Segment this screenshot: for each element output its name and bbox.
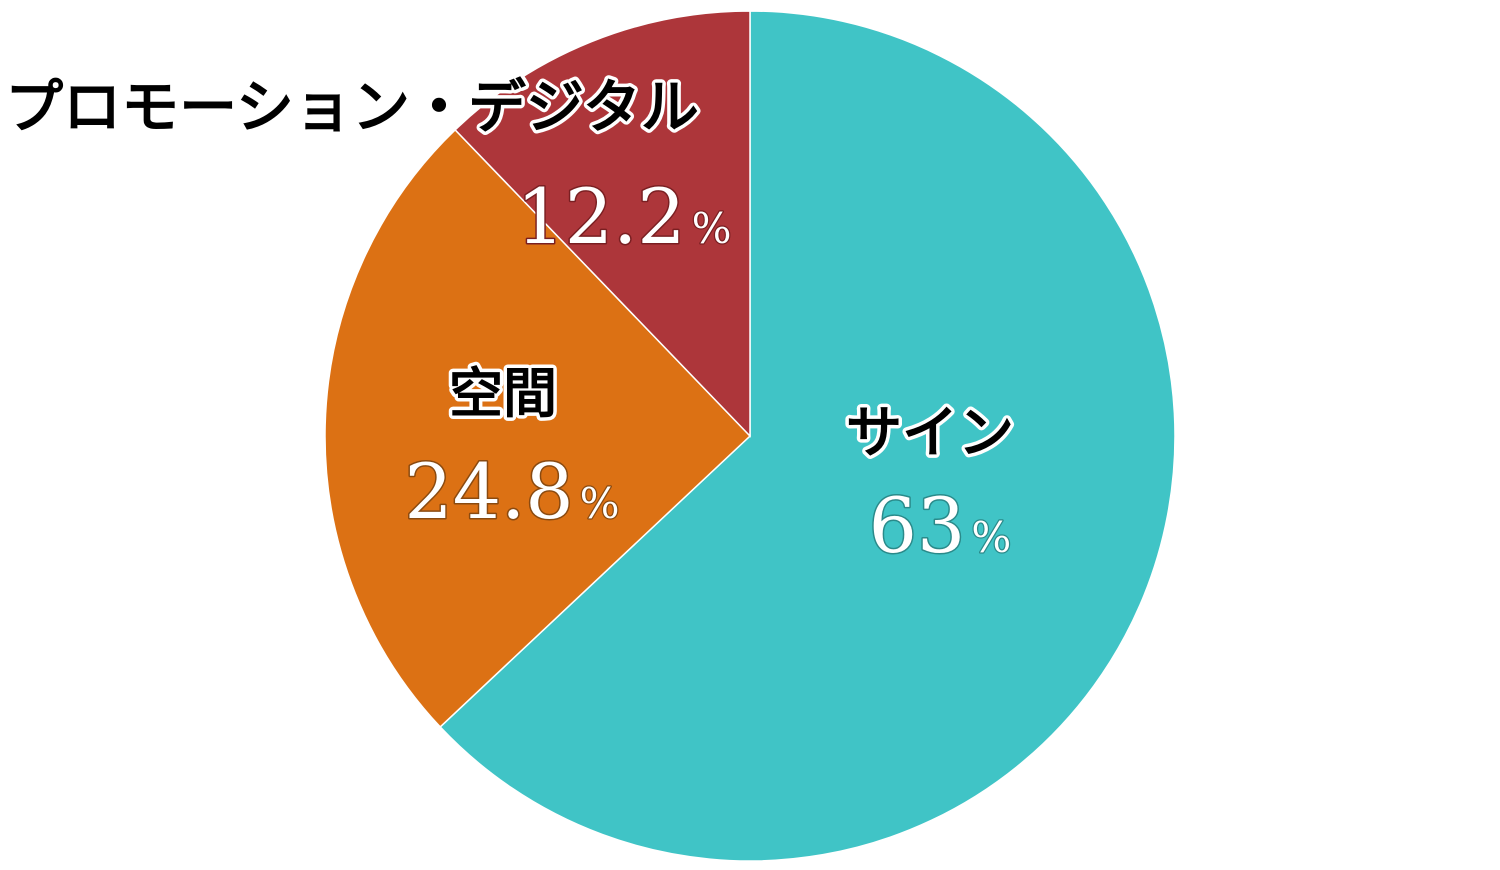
slice-name-label: プロモーション・デジタル bbox=[5, 73, 699, 141]
slice-value-unit: % bbox=[580, 479, 620, 528]
slice-value-unit: % bbox=[971, 513, 1011, 562]
pie-slice bbox=[324, 128, 752, 728]
slices-layer bbox=[324, 10, 1176, 862]
pie-slice bbox=[454, 10, 751, 438]
slice-value-label: 24.8% bbox=[404, 447, 619, 536]
labels-layer: サイン 63 % 空間 24.8 % プロモーション・デジタル 12.2% bbox=[2, 70, 1018, 572]
slice-value-number: 24.8 bbox=[404, 447, 573, 536]
slice-value-unit: % bbox=[692, 204, 732, 253]
slice-value-number: 12.2 bbox=[516, 172, 685, 261]
slice-value-label: 63% bbox=[869, 481, 1012, 570]
pie-slice bbox=[439, 10, 1176, 862]
slice-value-number: 63 bbox=[869, 481, 966, 570]
slice-name-label: 空間 bbox=[449, 362, 557, 425]
slice-name-label: サイン bbox=[846, 401, 1014, 466]
slice-value-label: 12.2% bbox=[516, 172, 731, 261]
